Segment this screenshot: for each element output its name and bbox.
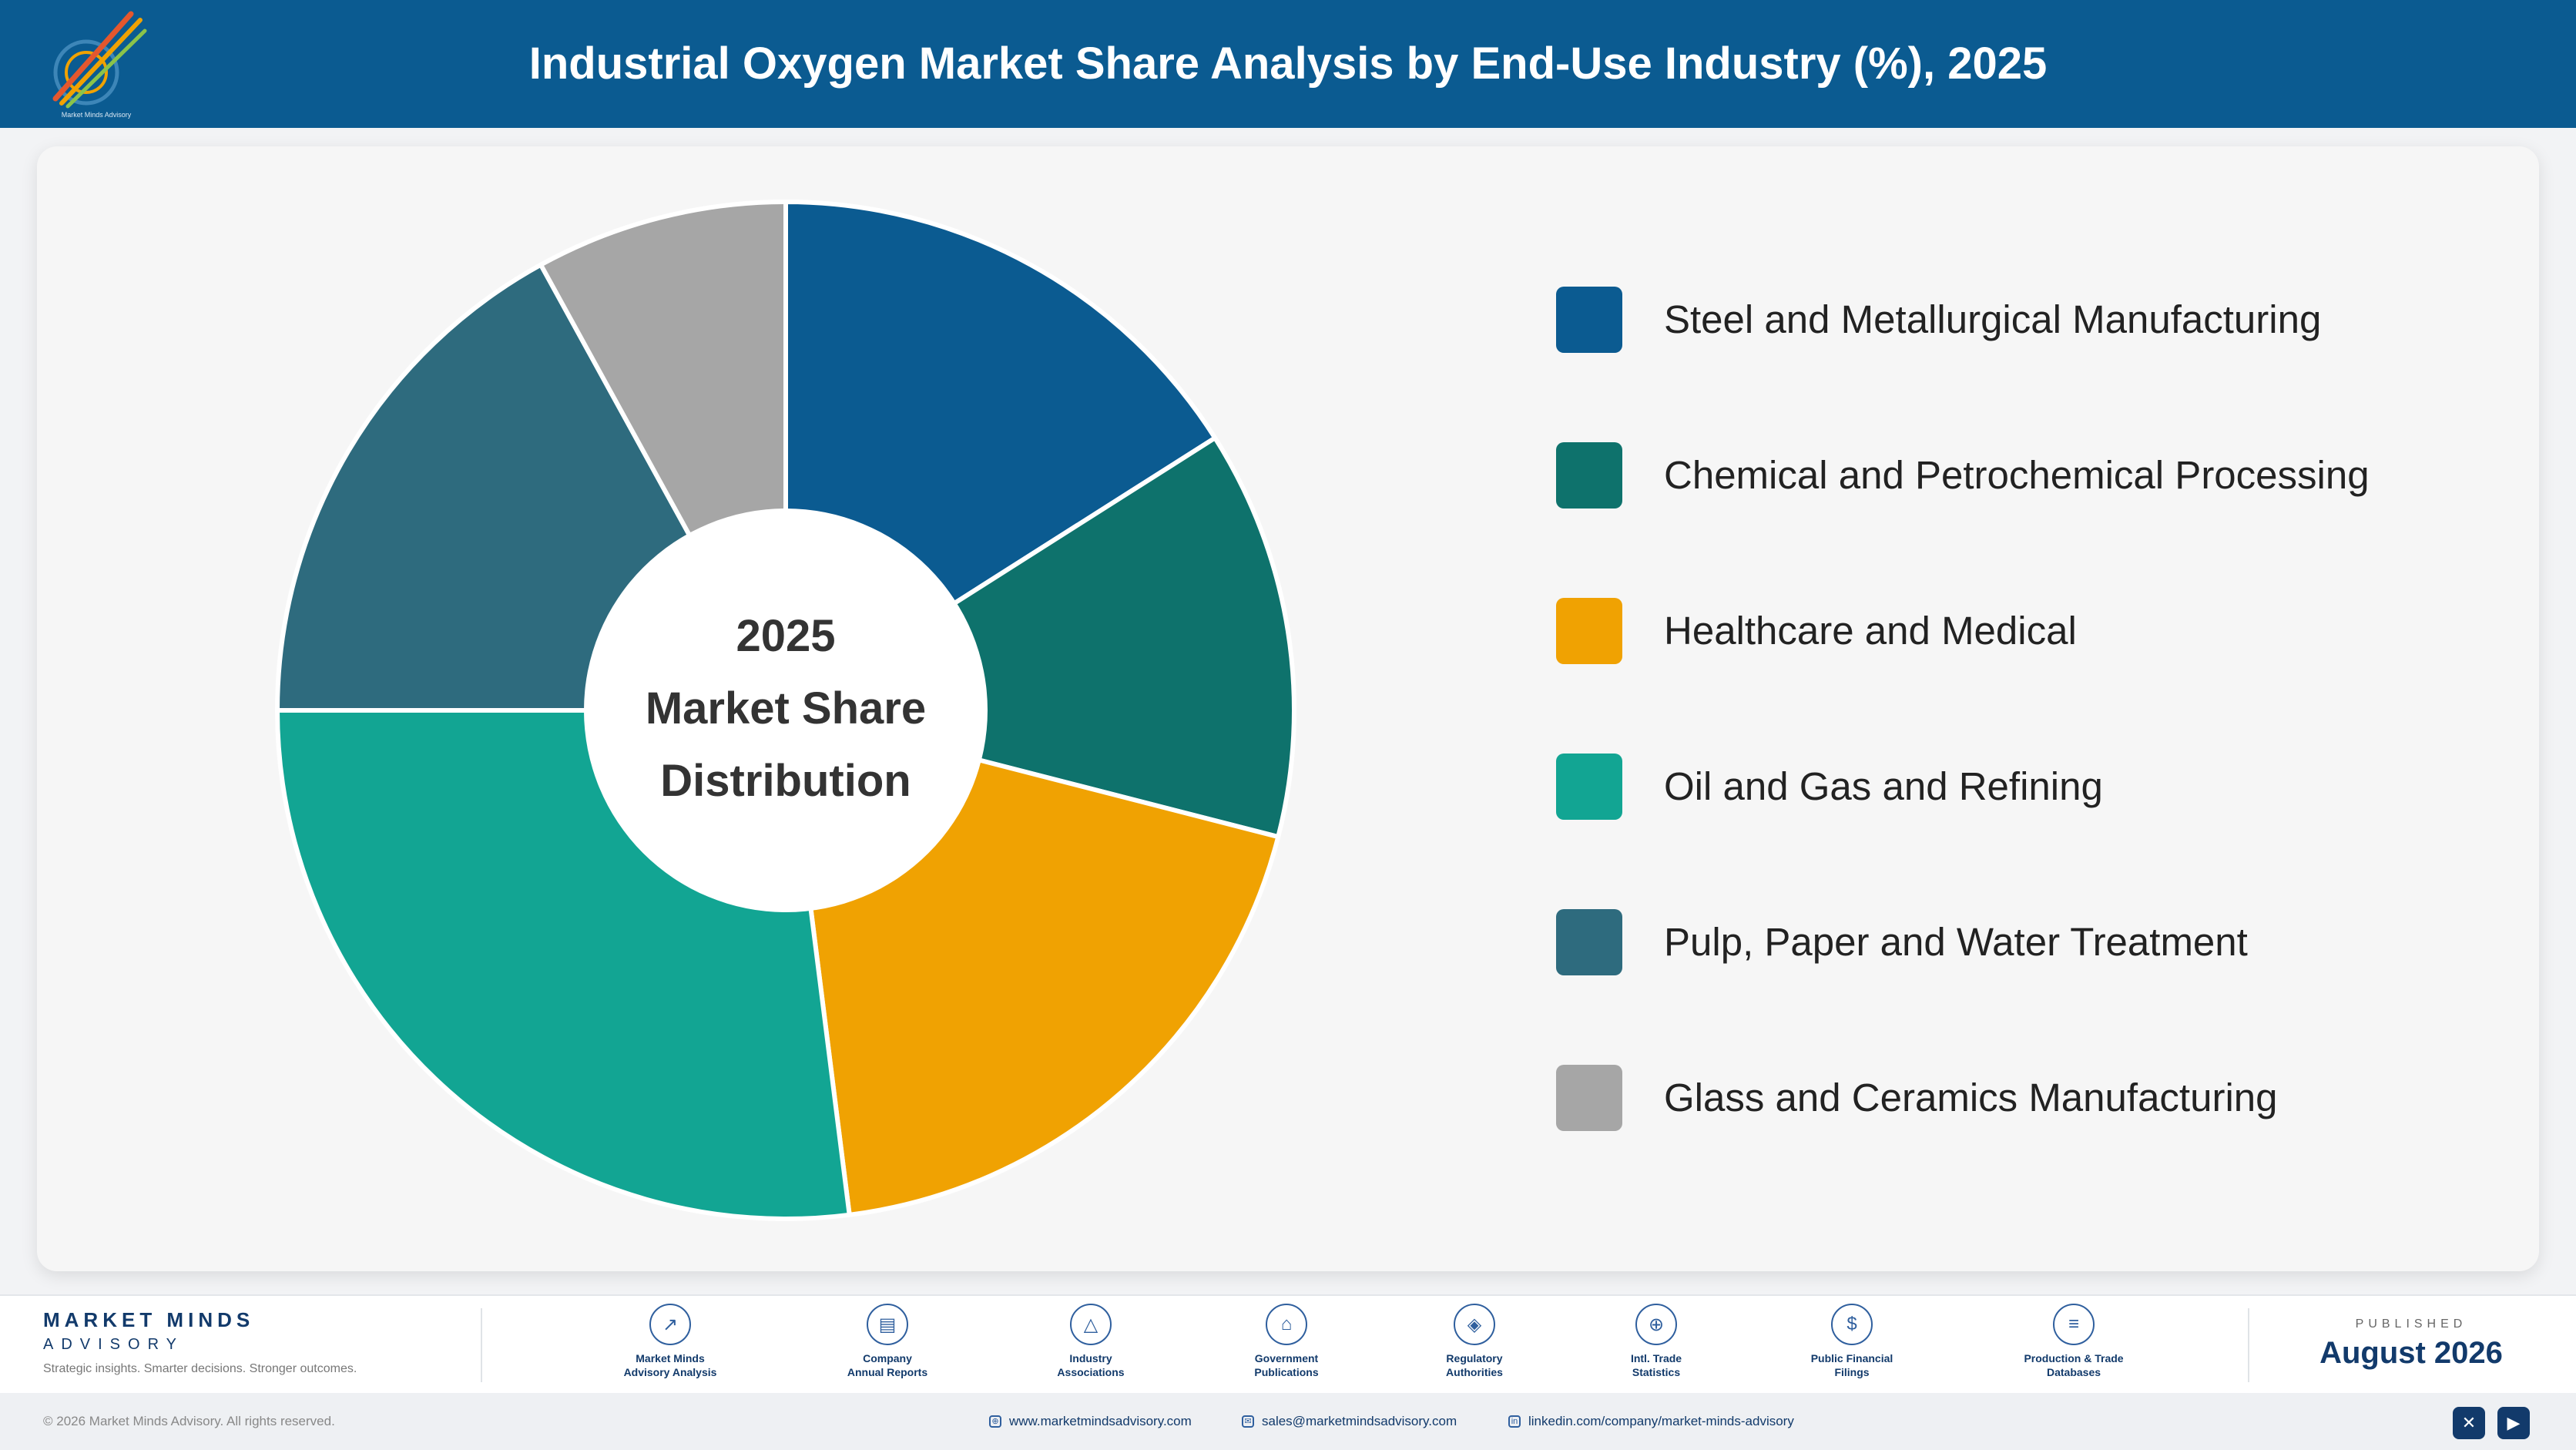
source-label-line-2: Authorities <box>1446 1366 1503 1378</box>
source-label-line-1: Government <box>1254 1352 1319 1364</box>
center-label-line-3: Distribution <box>660 756 911 806</box>
legend-swatch <box>1556 1065 1622 1131</box>
source-label: Market Minds Advisory Analysis <box>624 1351 717 1379</box>
legend-label: Pulp, Paper and Water Treatment <box>1664 920 2248 964</box>
donut-hole <box>584 509 988 912</box>
source-item: △ Industry Associations <box>1006 1304 1176 1379</box>
source-label: Government Publications <box>1254 1351 1318 1379</box>
x-social-icon[interactable]: ✕ <box>2453 1407 2485 1439</box>
bottom-bar: © 2026 Market Minds Advisory. All rights… <box>0 1393 2576 1450</box>
email-text: sales@marketmindsadvisory.com <box>1262 1414 1457 1428</box>
legend-swatch <box>1556 754 1622 820</box>
source-label: Intl. Trade Statistics <box>1631 1351 1682 1379</box>
published-label: PUBLISHED <box>2355 1317 2467 1331</box>
globe-icon: ⊕ <box>1635 1304 1677 1345</box>
brand-tagline: Strategic insights. Smarter decisions. S… <box>43 1362 357 1375</box>
source-label: Company Annual Reports <box>847 1351 927 1379</box>
shield-icon: ◈ <box>1454 1304 1495 1345</box>
source-label-line-1: Market Minds <box>636 1352 705 1364</box>
source-label: Industry Associations <box>1057 1351 1124 1379</box>
youtube-icon[interactable]: ▶ <box>2497 1407 2530 1439</box>
source-label-line-2: Advisory Analysis <box>623 1366 717 1378</box>
linkedin-text: linkedin.com/company/market-minds-adviso… <box>1528 1414 1794 1428</box>
center-label-line-2: Market Share <box>645 683 927 733</box>
brand-name: MARKET MINDS <box>43 1308 255 1331</box>
legend-swatch <box>1556 442 1622 509</box>
source-label-line-2: Associations <box>1057 1366 1125 1378</box>
source-label-line-1: Intl. Trade <box>1630 1352 1682 1364</box>
legend-label: Healthcare and Medical <box>1664 609 2077 653</box>
source-label-line-2: Publications <box>1254 1366 1319 1378</box>
email-link[interactable]: ✉ sales@marketmindsadvisory.com <box>1242 1393 1457 1450</box>
source-item: ⊕ Intl. Trade Statistics <box>1571 1304 1741 1379</box>
source-label: Regulatory Authorities <box>1446 1351 1503 1379</box>
center-label-year: 2025 <box>736 611 836 661</box>
website-text: www.marketmindsadvisory.com <box>1009 1414 1192 1428</box>
source-label-line-2: Filings <box>1834 1366 1870 1378</box>
source-label-line-2: Databases <box>2046 1366 2101 1378</box>
source-label: Production & Trade Databases <box>2024 1351 2123 1379</box>
dollar-coin-icon: $ <box>1831 1304 1873 1345</box>
source-item: ◈ Regulatory Authorities <box>1390 1304 1559 1379</box>
legend-swatch <box>1556 287 1622 353</box>
footer-divider <box>2248 1308 2249 1382</box>
source-label-line-1: Public Financial <box>1810 1352 1893 1364</box>
legend-item: Chemical and Petrochemical Processing <box>1556 442 2480 598</box>
source-item: ⌂ Government Publications <box>1202 1304 1371 1379</box>
legend-item: Steel and Metallurgical Manufacturing <box>1556 287 2480 442</box>
legend-item: Healthcare and Medical <box>1556 598 2480 754</box>
legend-label: Oil and Gas and Refining <box>1664 764 2103 808</box>
source-label: Public Financial Filings <box>1811 1351 1893 1379</box>
globe-icon: ⊕ <box>989 1415 1001 1428</box>
page-title: Industrial Oxygen Market Share Analysis … <box>528 39 2048 89</box>
legend-label: Glass and Ceramics Manufacturing <box>1664 1076 2278 1119</box>
source-item: ≡ Production & Trade Databases <box>1989 1304 2158 1379</box>
header-bar: Market Minds Advisory Industrial Oxygen … <box>0 0 2576 128</box>
source-label-line-2: Annual Reports <box>847 1366 928 1378</box>
legend-swatch <box>1556 909 1622 975</box>
linkedin-link[interactable]: in linkedin.com/company/market-minds-adv… <box>1508 1393 1794 1450</box>
source-label-line-1: Company <box>863 1352 912 1364</box>
source-label-line-1: Regulatory <box>1446 1352 1503 1364</box>
footer-divider <box>481 1308 482 1382</box>
source-item: ▤ Company Annual Reports <box>803 1304 972 1379</box>
legend-label: Steel and Metallurgical Manufacturing <box>1664 297 2322 341</box>
network-icon: △ <box>1070 1304 1112 1345</box>
source-item: $ Public Financial Filings <box>1767 1304 1937 1379</box>
website-link[interactable]: ⊕ www.marketmindsadvisory.com <box>989 1393 1192 1450</box>
document-icon: ▤ <box>867 1304 908 1345</box>
legend-swatch <box>1556 598 1622 664</box>
center-label: 2025 Market Share Distribution <box>585 609 986 809</box>
trend-chart-icon: ↗ <box>649 1304 691 1345</box>
government-building-icon: ⌂ <box>1266 1304 1307 1345</box>
source-label-line-1: Industry <box>1069 1352 1112 1364</box>
sources-list: ↗ Market Minds Advisory Analysis ▤ Company An… <box>562 1304 2134 1388</box>
chart-legend: Steel and Metallurgical Manufacturing Che… <box>1556 287 2480 1220</box>
published-date: August 2026 <box>2319 1336 2503 1370</box>
svg-text:Market Minds Advisory: Market Minds Advisory <box>62 111 132 119</box>
database-icon: ≡ <box>2053 1304 2095 1345</box>
footer: MARKET MINDS ADVISORY Strategic insights… <box>0 1294 2576 1394</box>
copyright-text: © 2026 Market Minds Advisory. All rights… <box>43 1414 335 1428</box>
mail-icon: ✉ <box>1242 1415 1254 1428</box>
source-label-line-1: Production & Trade <box>2024 1352 2124 1364</box>
linkedin-icon: in <box>1508 1415 1521 1428</box>
legend-label: Chemical and Petrochemical Processing <box>1664 453 2370 497</box>
legend-item: Oil and Gas and Refining <box>1556 754 2480 909</box>
brand-subtitle: ADVISORY <box>43 1336 184 1353</box>
source-label-line-2: Statistics <box>1632 1366 1681 1378</box>
legend-item: Pulp, Paper and Water Treatment <box>1556 909 2480 1065</box>
market-minds-logo-icon: Market Minds Advisory <box>52 11 147 119</box>
legend-item: Glass and Ceramics Manufacturing <box>1556 1065 2480 1220</box>
source-item: ↗ Market Minds Advisory Analysis <box>585 1304 755 1379</box>
